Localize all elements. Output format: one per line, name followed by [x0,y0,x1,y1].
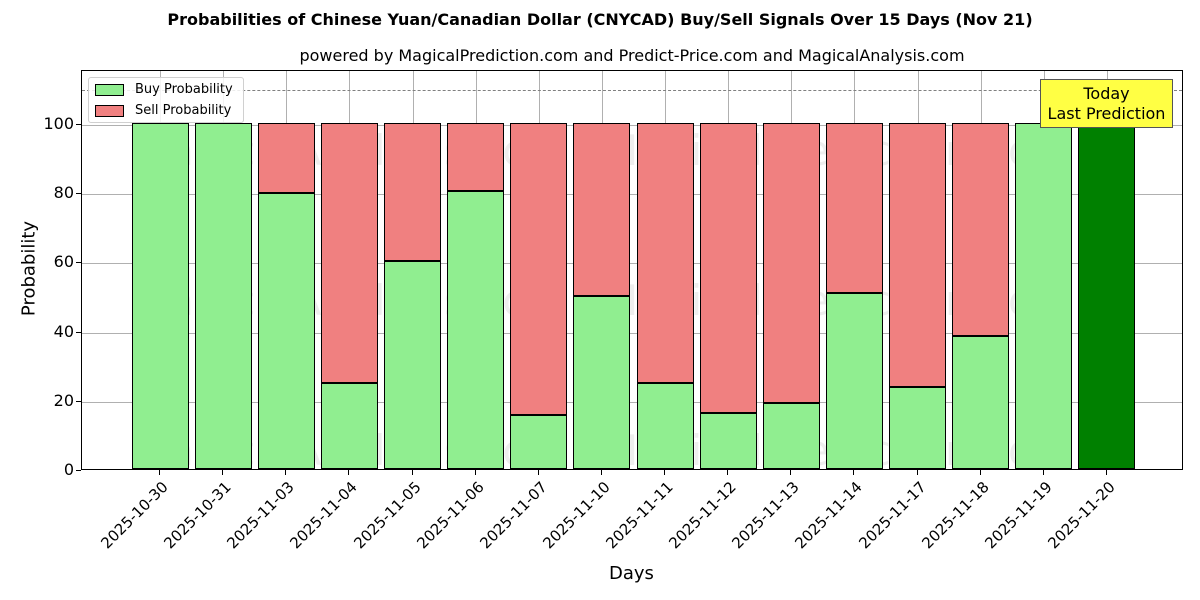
y-tick-label: 100 [43,114,74,133]
buy-segment [762,402,820,469]
bar-2025-11-10 [573,71,631,469]
buy-segment [257,193,315,469]
annotation-line-2: Last Prediction [1047,104,1166,123]
y-tick-label: 0 [63,460,74,479]
sell-segment [699,123,757,413]
bar-2025-11-14 [825,71,883,469]
y-tick-mark [76,331,81,333]
bar-2025-11-17 [889,71,947,469]
buy-segment [447,191,505,469]
bar-2025-11-20 [1078,71,1136,469]
y-tick-mark [76,124,81,125]
buy-segment [825,292,883,469]
x-tick-mark [411,470,413,475]
bar-2025-10-30 [131,71,189,469]
buy-segment [889,387,947,469]
bar-2025-11-03 [257,71,315,469]
x-tick-mark [664,470,666,475]
sell-segment [257,123,315,194]
y-tick-mark [76,193,81,195]
annotation-line-1: Today [1083,84,1130,103]
y-tick-label: 40 [53,321,74,341]
sell-segment [825,123,883,293]
x-tick-mark [853,470,855,475]
buy-segment [636,382,694,469]
legend-item-sell: Sell Probability [95,103,231,118]
buy-swatch-icon [95,83,124,96]
bar-2025-11-19 [1015,71,1073,469]
buy-segment [573,296,631,469]
x-tick-mark [979,470,981,475]
bar-2025-11-07 [510,71,568,469]
buy-segment [320,382,378,469]
buy-segment [1078,123,1136,469]
legend: Buy Probability Sell Probability [88,77,244,123]
legend-label-sell: Sell Probability [135,103,232,118]
bar-2025-11-11 [636,71,694,469]
sell-segment [889,123,947,387]
bar-2025-10-31 [194,71,252,469]
buy-segment [510,415,568,469]
x-tick-mark [222,470,224,475]
bar-2025-11-12 [699,71,757,469]
gridline-y-40 [82,332,1182,334]
sell-swatch-icon [95,104,124,117]
x-tick-mark [159,470,160,475]
sell-segment [447,123,505,192]
x-tick-mark [916,470,918,475]
y-tick-label: 60 [53,252,74,272]
buy-segment [194,123,252,469]
x-tick-mark [1042,470,1044,475]
x-tick-mark [537,470,539,475]
today-annotation: Today Last Prediction [1040,79,1173,128]
chart-title: Probabilities of Chinese Yuan/Canadian D… [167,10,1033,29]
x-tick-mark [790,470,792,475]
sell-segment [384,123,442,262]
buy-segment [699,412,757,469]
y-tick-label: 20 [53,390,74,410]
sell-segment [510,123,568,416]
gridline-y-80 [82,194,1182,196]
sell-segment [762,123,820,403]
threshold-line [82,90,1182,92]
buy-segment [952,336,1010,469]
bar-2025-11-13 [762,71,820,469]
chart-subtitle: powered by MagicalPrediction.com and Pre… [299,46,965,65]
plot-area: MagicalAnalysis.comMagicalPrediction.com… [81,70,1183,470]
buy-segment [131,123,189,469]
gridline-y-60 [82,263,1182,265]
y-tick-mark [76,400,81,402]
bar-2025-11-04 [320,71,378,469]
x-tick-mark [1105,470,1107,475]
bar-2025-11-18 [952,71,1010,469]
gridline-y-20 [82,401,1182,403]
y-tick-mark [76,470,81,471]
sell-segment [952,123,1010,337]
y-tick-label: 80 [53,183,74,203]
x-tick-mark [474,470,476,475]
gridline-y-100 [82,125,1182,126]
x-axis-label: Days [609,563,654,584]
y-axis-label: Probability [18,220,40,317]
bar-2025-11-05 [384,71,442,469]
x-tick-mark [348,470,350,475]
sell-segment [636,123,694,383]
x-tick-mark [727,470,729,475]
legend-item-buy: Buy Probability [95,82,233,97]
legend-label-buy: Buy Probability [135,82,233,97]
buy-segment [384,261,442,469]
x-tick-mark [285,470,287,475]
x-tick-mark [600,470,602,475]
bar-2025-11-06 [447,71,505,469]
y-tick-mark [76,262,81,264]
buy-segment [1015,123,1073,469]
sell-segment [320,123,378,383]
sell-segment [573,123,631,296]
